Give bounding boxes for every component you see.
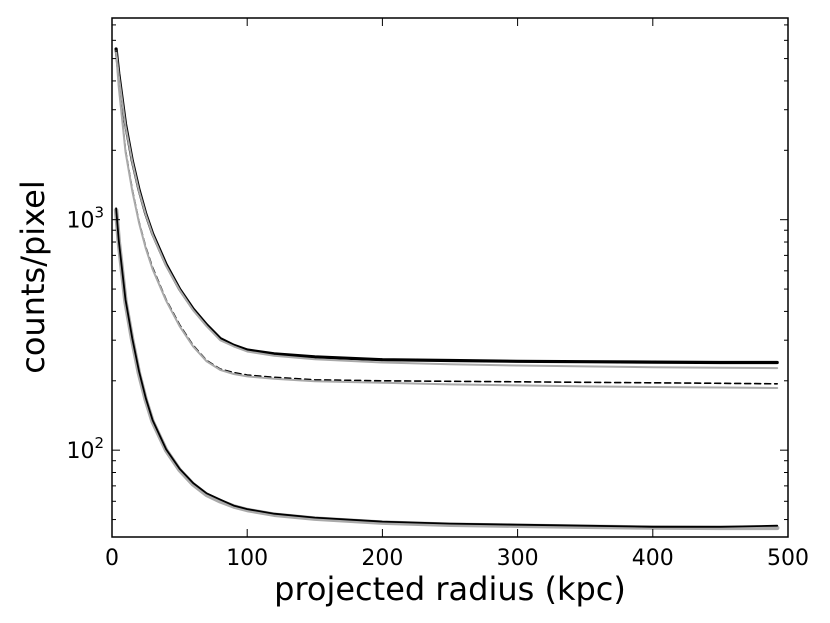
tick-layer: 0 100 200 300 400 500 102 103 <box>66 18 809 571</box>
series-line-5 <box>113 207 780 531</box>
x-tick-label: 100 <box>226 546 268 571</box>
y-tick-label: 102 <box>66 434 104 464</box>
x-tick-label: 400 <box>632 546 674 571</box>
x-tick-label: 500 <box>767 546 809 571</box>
series-layer <box>113 47 780 531</box>
plot-frame <box>111 17 789 538</box>
series-line-6 <box>115 207 779 528</box>
x-tick-label: 300 <box>497 546 539 571</box>
y-axis-title: counts/pixel <box>14 180 52 373</box>
series-line-4 <box>115 51 779 389</box>
series-line-1 <box>114 47 779 365</box>
x-tick-label: 200 <box>361 546 403 571</box>
x-axis-title: projected radius (kpc) <box>274 570 626 608</box>
series-line-2 <box>115 49 779 370</box>
y-tick-label: 103 <box>66 204 104 234</box>
x-tick-label: 0 <box>105 546 119 571</box>
